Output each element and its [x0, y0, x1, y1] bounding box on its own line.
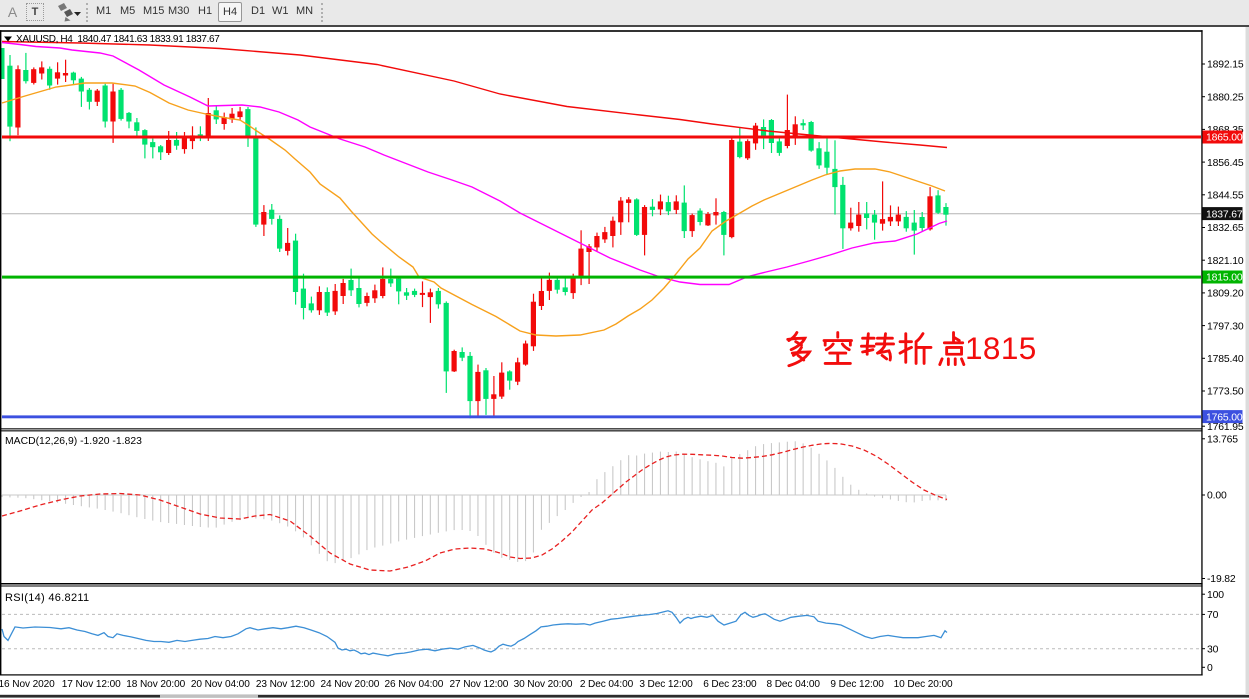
svg-text:MACD(12,26,9) -1.920 -1.823: MACD(12,26,9) -1.920 -1.823	[5, 436, 142, 447]
svg-text:8 Dec 04:00: 8 Dec 04:00	[767, 679, 821, 690]
svg-text:1765.00: 1765.00	[1206, 412, 1243, 423]
svg-text:27 Nov 12:00: 27 Nov 12:00	[449, 679, 508, 690]
svg-text:RSI(14) 46.8211: RSI(14) 46.8211	[5, 592, 89, 604]
svg-text:18 Nov 20:00: 18 Nov 20:00	[126, 679, 185, 690]
svg-text:30: 30	[1207, 644, 1219, 655]
svg-text:20 Nov 04:00: 20 Nov 04:00	[191, 679, 250, 690]
svg-text:-19.82: -19.82	[1207, 574, 1236, 585]
svg-text:16 Nov 2020: 16 Nov 2020	[0, 679, 55, 690]
svg-text:1761.95: 1761.95	[1207, 422, 1244, 433]
svg-text:1773.50: 1773.50	[1207, 387, 1244, 398]
svg-text:13.765: 13.765	[1207, 435, 1238, 446]
svg-text:9 Dec 12:00: 9 Dec 12:00	[830, 679, 884, 690]
svg-text:XAUUSD, H4 1840.47 1841.63 18: XAUUSD, H4 1840.47 1841.63 1833.91 1837.…	[16, 34, 220, 45]
svg-text:1821.10: 1821.10	[1207, 256, 1244, 267]
svg-text:100: 100	[1207, 590, 1224, 601]
svg-text:3 Dec 12:00: 3 Dec 12:00	[639, 679, 693, 690]
svg-text:10 Dec 20:00: 10 Dec 20:00	[894, 679, 953, 690]
svg-text:2 Dec 04:00: 2 Dec 04:00	[580, 679, 634, 690]
svg-text:26 Nov 04:00: 26 Nov 04:00	[384, 679, 443, 690]
svg-text:1797.30: 1797.30	[1207, 321, 1244, 332]
svg-text:1844.55: 1844.55	[1207, 191, 1244, 202]
svg-text:1815.00: 1815.00	[1206, 273, 1243, 284]
svg-text:1892.15: 1892.15	[1207, 60, 1244, 71]
svg-text:1865.00: 1865.00	[1206, 133, 1243, 144]
svg-text:24 Nov 20:00: 24 Nov 20:00	[320, 679, 379, 690]
svg-text:1785.40: 1785.40	[1207, 354, 1244, 365]
svg-text:70: 70	[1207, 610, 1219, 621]
svg-text:1880.25: 1880.25	[1207, 92, 1244, 103]
svg-text:17 Nov 12:00: 17 Nov 12:00	[62, 679, 121, 690]
svg-text:1856.45: 1856.45	[1207, 158, 1244, 169]
svg-text:0.00: 0.00	[1207, 491, 1227, 502]
svg-text:30 Nov 20:00: 30 Nov 20:00	[514, 679, 573, 690]
svg-text:6 Dec 23:00: 6 Dec 23:00	[703, 679, 757, 690]
svg-text:0: 0	[1207, 663, 1213, 674]
svg-text:1815: 1815	[965, 330, 1037, 366]
svg-text:1837.67: 1837.67	[1206, 209, 1243, 220]
svg-text:1809.20: 1809.20	[1207, 289, 1244, 300]
svg-text:1832.65: 1832.65	[1207, 223, 1244, 234]
svg-text:23 Nov 12:00: 23 Nov 12:00	[256, 679, 315, 690]
